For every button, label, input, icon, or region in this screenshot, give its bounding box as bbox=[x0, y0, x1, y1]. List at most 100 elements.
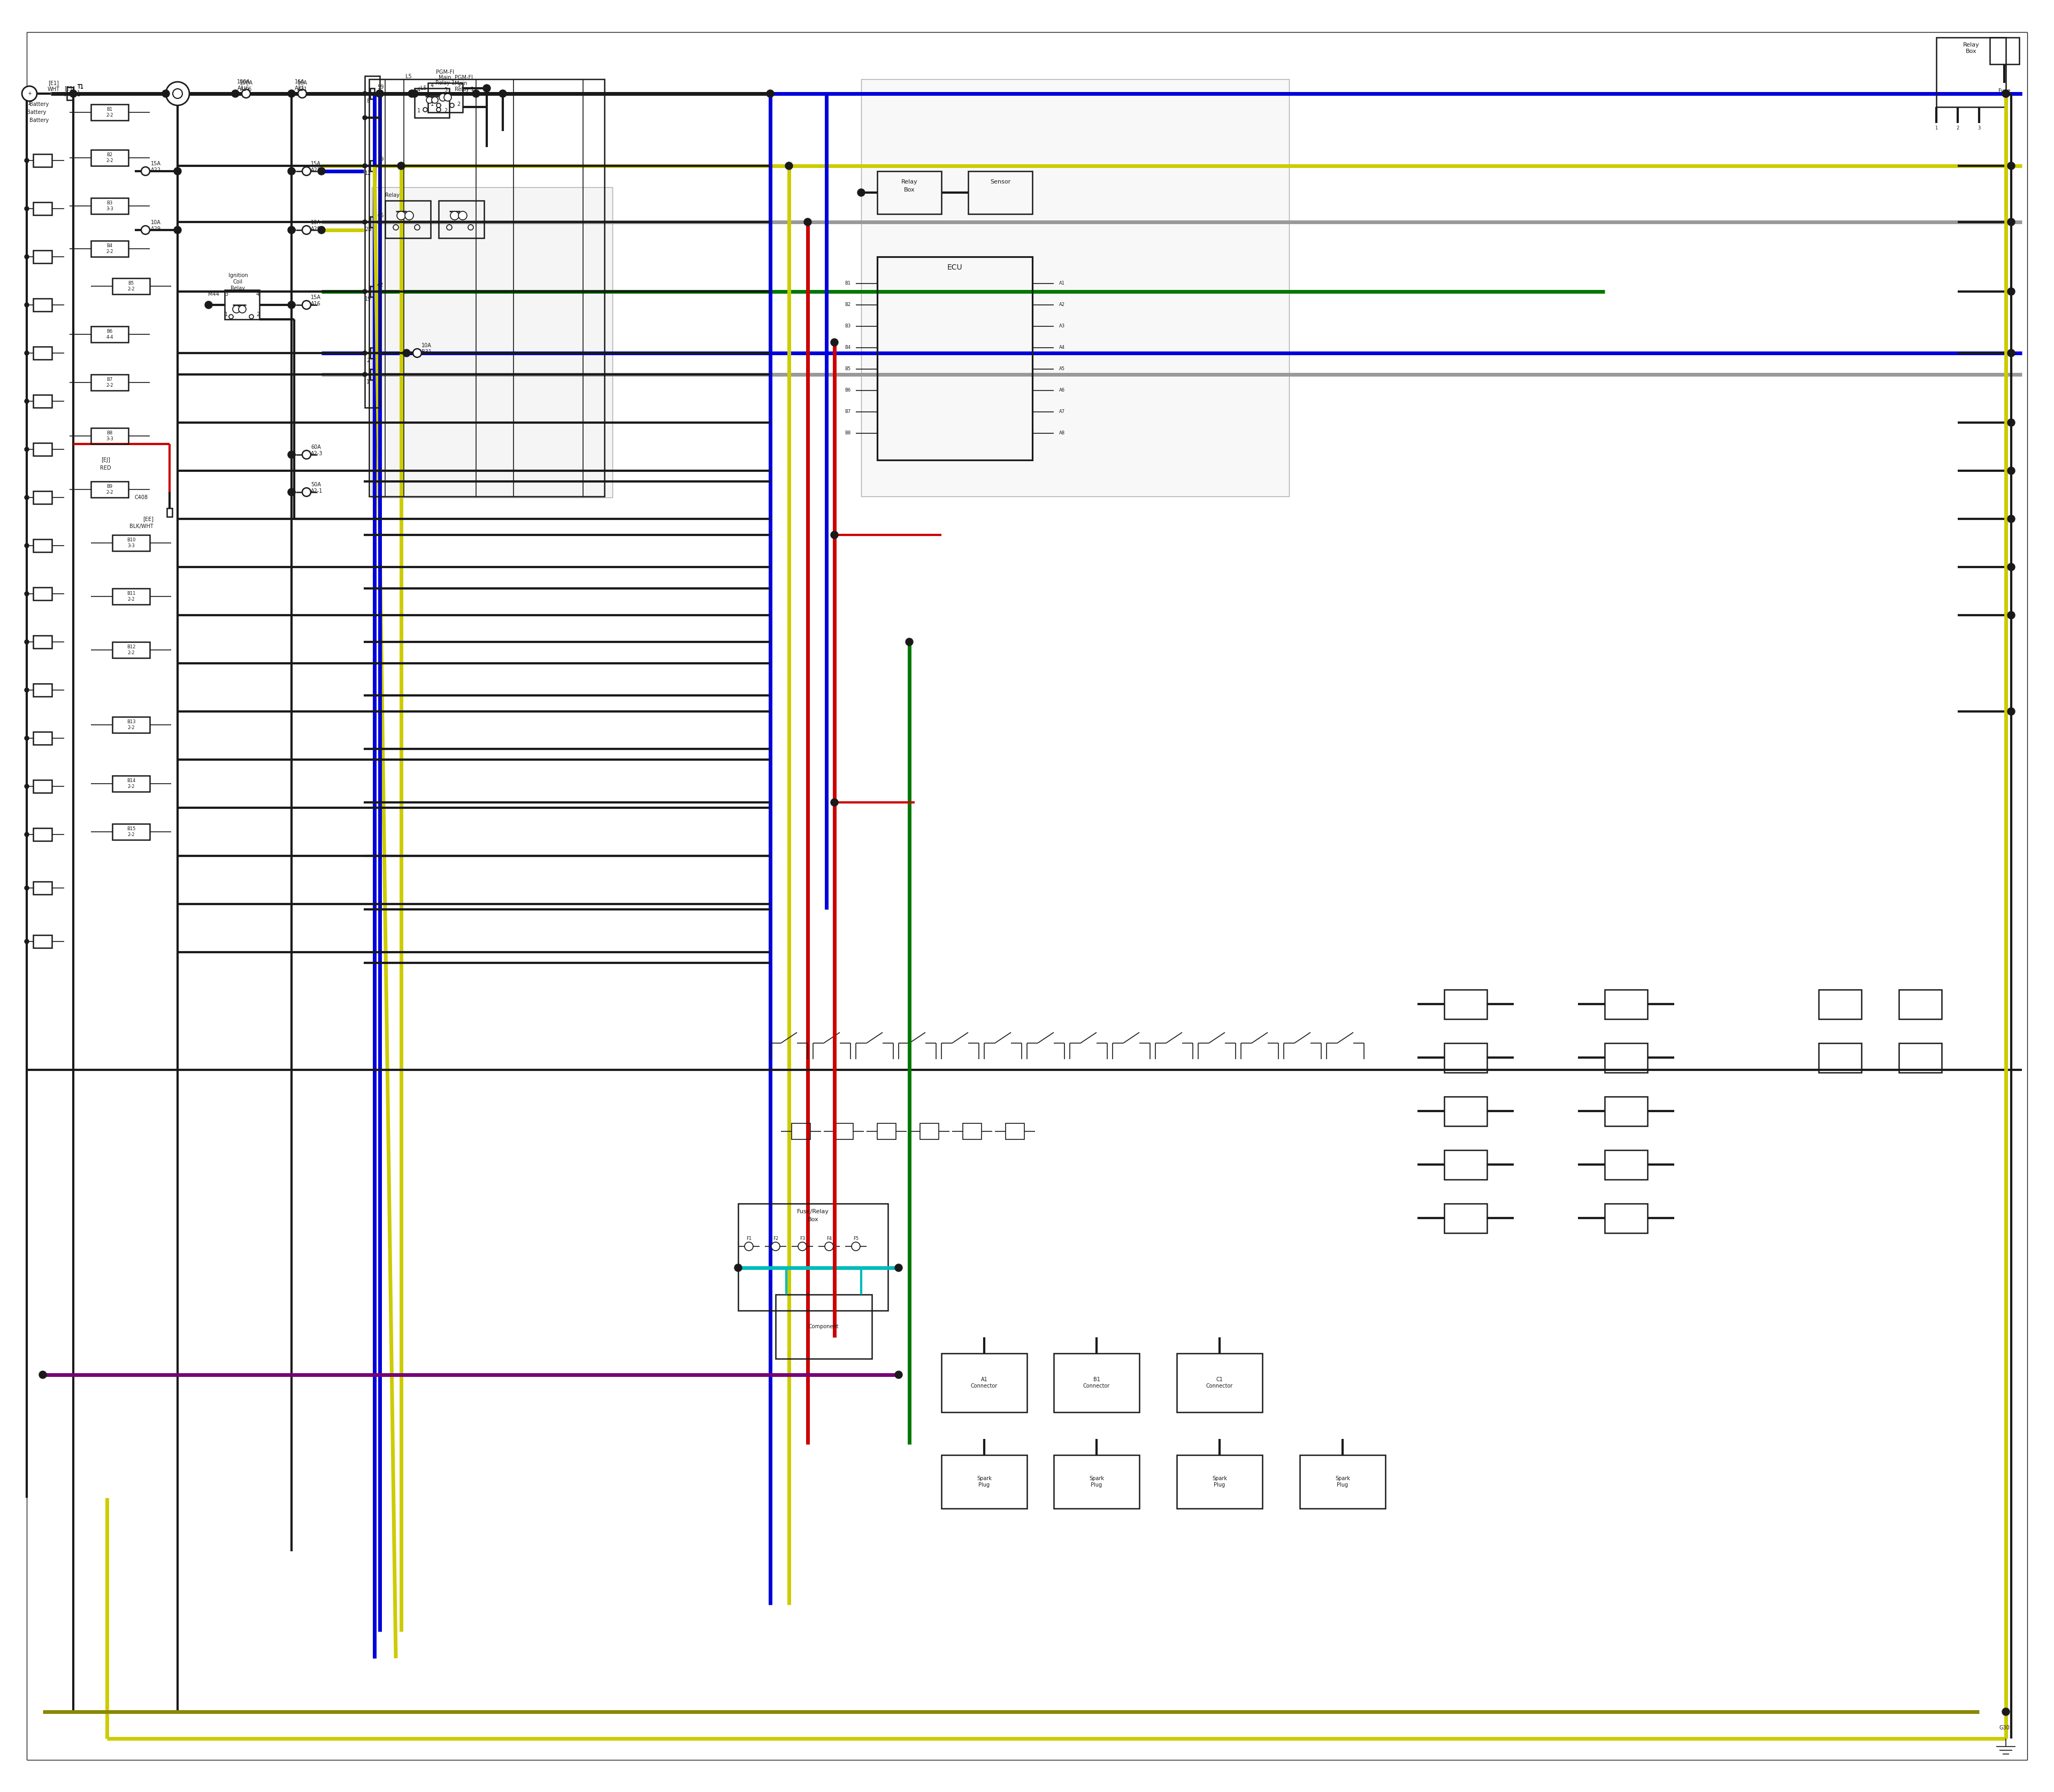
Text: Main: Main bbox=[440, 75, 452, 81]
Circle shape bbox=[2007, 514, 2015, 523]
Bar bbox=[33, 636, 51, 649]
Circle shape bbox=[166, 82, 189, 106]
Text: 4: 4 bbox=[431, 82, 433, 88]
Circle shape bbox=[25, 591, 29, 597]
Circle shape bbox=[411, 90, 419, 97]
Circle shape bbox=[25, 303, 29, 306]
Bar bbox=[370, 287, 374, 297]
Bar bbox=[370, 88, 374, 99]
Text: 59: 59 bbox=[378, 84, 384, 90]
Circle shape bbox=[162, 90, 170, 97]
Text: A2-3: A2-3 bbox=[310, 452, 322, 457]
Bar bbox=[90, 326, 127, 342]
Bar bbox=[1300, 1455, 1384, 1509]
Text: 4: 4 bbox=[257, 292, 259, 297]
Circle shape bbox=[409, 90, 415, 97]
Circle shape bbox=[2003, 90, 2009, 97]
Bar bbox=[440, 201, 485, 238]
Text: Coil: Coil bbox=[234, 280, 242, 285]
Text: B2: B2 bbox=[844, 303, 850, 306]
Bar bbox=[33, 731, 51, 745]
Text: A29: A29 bbox=[150, 226, 160, 231]
Circle shape bbox=[228, 315, 234, 319]
Circle shape bbox=[446, 224, 452, 229]
Circle shape bbox=[427, 97, 433, 104]
Circle shape bbox=[396, 211, 405, 220]
Circle shape bbox=[2007, 419, 2015, 426]
Text: +: + bbox=[27, 91, 31, 97]
Bar bbox=[33, 299, 51, 312]
Circle shape bbox=[232, 90, 238, 97]
Circle shape bbox=[376, 90, 384, 97]
Bar bbox=[113, 588, 150, 604]
Text: 3: 3 bbox=[224, 292, 228, 297]
Circle shape bbox=[25, 737, 29, 740]
Circle shape bbox=[364, 115, 368, 120]
Text: A1: A1 bbox=[1060, 281, 1064, 287]
Circle shape bbox=[364, 220, 368, 224]
Circle shape bbox=[70, 90, 78, 97]
Circle shape bbox=[25, 351, 29, 355]
Text: Ignition: Ignition bbox=[228, 272, 249, 278]
Circle shape bbox=[364, 289, 368, 294]
Text: Spark
Plug: Spark Plug bbox=[1212, 1477, 1226, 1487]
Text: Relay 1: Relay 1 bbox=[454, 86, 474, 91]
Text: [E1]: [E1] bbox=[47, 81, 60, 86]
Circle shape bbox=[803, 219, 811, 226]
Circle shape bbox=[364, 373, 368, 376]
Circle shape bbox=[450, 211, 458, 220]
Circle shape bbox=[785, 161, 793, 170]
Text: 2: 2 bbox=[444, 108, 448, 113]
Text: Battery: Battery bbox=[29, 118, 49, 124]
Circle shape bbox=[450, 104, 454, 108]
Bar bbox=[90, 197, 127, 213]
Text: 50A: 50A bbox=[310, 482, 320, 487]
Circle shape bbox=[288, 167, 296, 176]
Circle shape bbox=[23, 86, 37, 100]
Text: B15
2-2: B15 2-2 bbox=[127, 826, 136, 837]
Text: B13
2-2: B13 2-2 bbox=[127, 720, 136, 729]
Text: A8: A8 bbox=[1060, 430, 1066, 435]
Circle shape bbox=[25, 939, 29, 944]
Text: RED: RED bbox=[101, 466, 111, 471]
Text: 10A: 10A bbox=[421, 342, 431, 348]
Text: Main: Main bbox=[454, 81, 466, 86]
Circle shape bbox=[2007, 563, 2015, 572]
Circle shape bbox=[25, 785, 29, 788]
Bar bbox=[1444, 1043, 1487, 1073]
Text: 1: 1 bbox=[431, 102, 433, 108]
Text: A1
Connector: A1 Connector bbox=[972, 1376, 998, 1389]
Bar bbox=[920, 1124, 939, 1140]
Circle shape bbox=[232, 305, 240, 314]
Text: B10
3-3: B10 3-3 bbox=[127, 538, 136, 548]
Bar bbox=[33, 935, 51, 948]
Text: PGM-FI: PGM-FI bbox=[435, 70, 454, 75]
Text: Box: Box bbox=[807, 1217, 820, 1222]
Bar bbox=[834, 1124, 852, 1140]
Bar bbox=[1604, 989, 1647, 1020]
Text: A6: A6 bbox=[1060, 389, 1066, 392]
Text: 100A: 100A bbox=[236, 79, 251, 84]
Circle shape bbox=[483, 84, 491, 91]
Circle shape bbox=[444, 93, 452, 100]
Circle shape bbox=[302, 167, 310, 176]
Text: Relay: Relay bbox=[386, 192, 401, 197]
Circle shape bbox=[2007, 289, 2015, 296]
Text: B5: B5 bbox=[844, 367, 850, 371]
Bar bbox=[877, 256, 1033, 461]
Bar bbox=[166, 509, 173, 516]
Text: B11
2-2: B11 2-2 bbox=[127, 591, 136, 602]
Text: 3: 3 bbox=[456, 82, 460, 88]
Text: A21: A21 bbox=[298, 86, 308, 91]
Bar bbox=[33, 588, 51, 600]
Text: 15A: 15A bbox=[310, 294, 320, 299]
Circle shape bbox=[142, 226, 150, 235]
Bar bbox=[33, 154, 51, 167]
Circle shape bbox=[205, 301, 212, 308]
Circle shape bbox=[440, 93, 446, 100]
Text: T1: T1 bbox=[78, 84, 84, 90]
Circle shape bbox=[302, 301, 310, 310]
Circle shape bbox=[302, 487, 310, 496]
Text: A3: A3 bbox=[1060, 324, 1066, 328]
Circle shape bbox=[772, 1242, 781, 1251]
